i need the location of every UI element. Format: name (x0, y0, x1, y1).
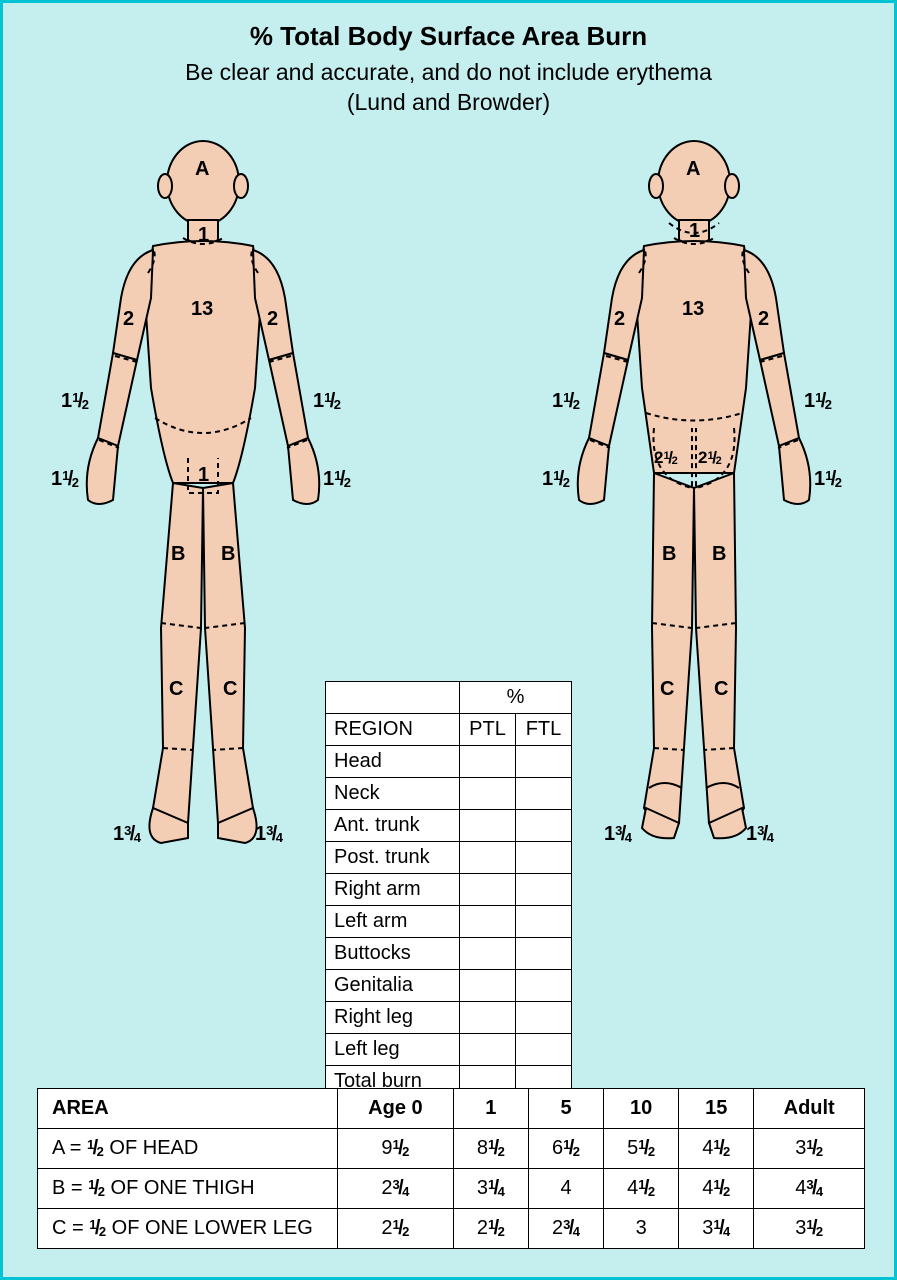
label-upper-arm-br: 2 (758, 308, 769, 331)
region-row: Genitalia (326, 970, 572, 1002)
region-row: Right leg (326, 1002, 572, 1034)
age-header-cell: 15 (679, 1089, 754, 1129)
age-table: AREAAge 0151015Adult A = 1/2 OF HEAD91/2… (37, 1088, 865, 1249)
region-row: Right arm (326, 874, 572, 906)
region-row: Ant. trunk (326, 810, 572, 842)
page-subtitle: Be clear and accurate, and do not includ… (3, 58, 894, 118)
label-forearm-br: 11/2 (804, 390, 832, 413)
label-lowerleg-bl: C (660, 678, 674, 701)
region-row: Buttocks (326, 938, 572, 970)
label-neck-b: 1 (689, 220, 700, 243)
label-upper-arm-r: 2 (267, 308, 278, 331)
label-foot-l: 13/4 (113, 823, 141, 846)
age-header-cell: Age 0 (338, 1089, 454, 1129)
label-trunk-b: 13 (682, 298, 704, 321)
region-col-region: REGION (326, 714, 460, 746)
label-thigh-bl: B (662, 543, 676, 566)
label-foot-br: 13/4 (746, 823, 774, 846)
label-trunk: 13 (191, 298, 213, 321)
label-buttock-r: 21/2 (698, 448, 722, 468)
label-upper-arm-bl: 2 (614, 308, 625, 331)
label-buttock-l: 21/2 (654, 448, 678, 468)
label-forearm-bl: 11/2 (552, 390, 580, 413)
region-row: Post. trunk (326, 842, 572, 874)
region-row: Left arm (326, 906, 572, 938)
region-table: % REGION PTL FTL HeadNeckAnt. trunkPost.… (325, 681, 572, 1098)
region-row: Neck (326, 778, 572, 810)
region-col-ftl: FTL (516, 714, 572, 746)
label-thigh-l: B (171, 543, 185, 566)
age-header-cell: 10 (604, 1089, 679, 1129)
region-col-ptl: PTL (460, 714, 516, 746)
page-title: % Total Body Surface Area Burn (3, 3, 894, 52)
age-header-cell: AREA (38, 1089, 338, 1129)
label-neck: 1 (198, 224, 209, 247)
label-lowerleg-l: C (169, 678, 183, 701)
burn-chart-page: % Total Body Surface Area Burn Be clear … (0, 0, 897, 1280)
age-header-cell: 5 (528, 1089, 603, 1129)
label-hand-l: 11/2 (51, 468, 79, 491)
region-row: Head (326, 746, 572, 778)
label-genitals: 1 (198, 464, 209, 487)
label-forearm-l: 11/2 (61, 390, 89, 413)
region-pct-header: % (460, 682, 572, 714)
age-row: C = 1/2 OF ONE LOWER LEG21/221/223/4331/… (38, 1209, 865, 1249)
label-hand-br: 11/2 (814, 468, 842, 491)
label-head-b: A (686, 158, 700, 181)
label-head: A (195, 158, 209, 181)
age-row: A = 1/2 OF HEAD91/281/261/251/241/231/2 (38, 1129, 865, 1169)
age-header-cell: 1 (453, 1089, 528, 1129)
body-posterior: A 1 13 2 2 11/2 11/2 11/2 11/2 21/2 21/2… (534, 128, 854, 848)
label-thigh-br: B (712, 543, 726, 566)
label-thigh-r: B (221, 543, 235, 566)
label-hand-r: 11/2 (323, 468, 351, 491)
region-row: Left leg (326, 1034, 572, 1066)
age-row: B = 1/2 OF ONE THIGH23/431/4441/241/243/… (38, 1169, 865, 1209)
label-upper-arm-l: 2 (123, 308, 134, 331)
label-lowerleg-r: C (223, 678, 237, 701)
age-header-cell: Adult (754, 1089, 865, 1129)
body-anterior: A 1 13 2 2 11/2 11/2 11/2 11/2 1 B B C C… (43, 128, 363, 848)
label-foot-bl: 13/4 (604, 823, 632, 846)
label-foot-r: 13/4 (255, 823, 283, 846)
label-lowerleg-br: C (714, 678, 728, 701)
label-hand-bl: 11/2 (542, 468, 570, 491)
label-forearm-r: 11/2 (313, 390, 341, 413)
